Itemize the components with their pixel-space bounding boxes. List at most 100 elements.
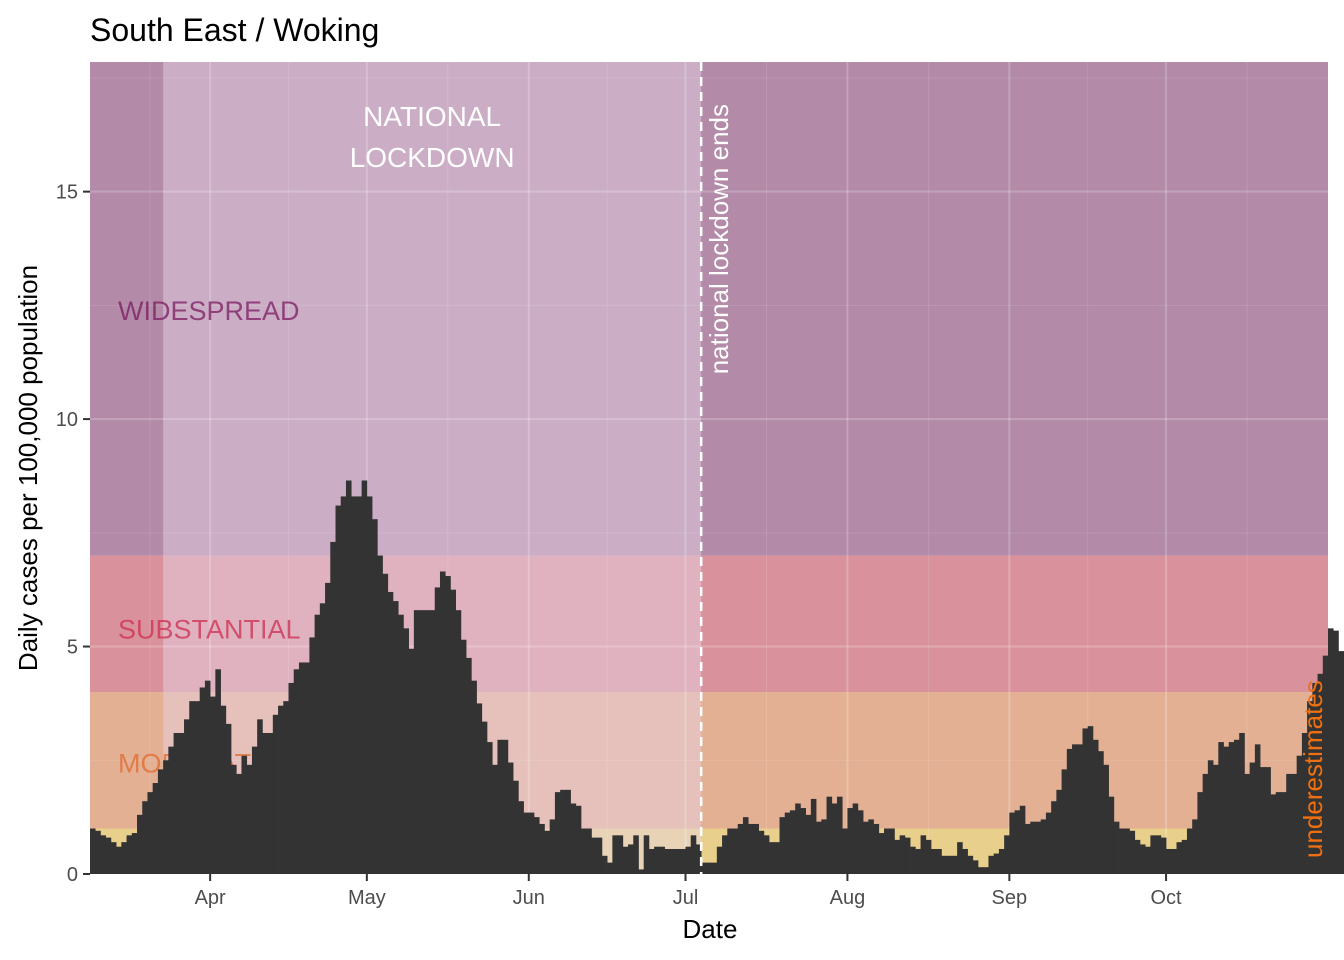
- bar: [481, 721, 488, 874]
- bar: [1333, 630, 1339, 874]
- bar: [1338, 651, 1344, 874]
- bar: [251, 746, 258, 874]
- bar: [800, 808, 806, 874]
- bar: [309, 637, 315, 874]
- x-tick-label: Aug: [830, 887, 866, 909]
- bar: [936, 848, 942, 874]
- bar: [157, 769, 164, 874]
- bar: [319, 603, 326, 874]
- bar: [1280, 792, 1287, 874]
- bar: [95, 830, 101, 874]
- x-tick-label: Oct: [1151, 887, 1183, 909]
- bar: [920, 835, 927, 874]
- bar: [486, 742, 493, 874]
- chart-title: South East / Woking: [90, 12, 379, 48]
- bar: [763, 835, 770, 874]
- bar: [1092, 739, 1099, 874]
- bar: [690, 835, 697, 874]
- bar: [695, 844, 702, 874]
- lockdown-label-line: NATIONAL: [363, 101, 501, 132]
- bar: [278, 705, 284, 874]
- bar: [1155, 835, 1162, 874]
- bar: [335, 505, 342, 874]
- bar: [471, 680, 477, 874]
- bar: [1275, 792, 1282, 874]
- underestimates-label: underestimates: [1298, 680, 1328, 858]
- bar: [1082, 728, 1089, 874]
- bar: [116, 846, 122, 874]
- bar: [408, 648, 415, 874]
- bar: [1056, 789, 1062, 874]
- bar: [805, 814, 812, 874]
- bar: [372, 519, 378, 874]
- bar: [789, 810, 796, 874]
- bar: [1171, 848, 1177, 874]
- bar: [100, 835, 107, 874]
- bar: [993, 853, 1000, 874]
- bar: [283, 701, 289, 874]
- bar: [544, 830, 551, 874]
- x-tick-label: Apr: [195, 887, 226, 909]
- bar: [581, 828, 587, 874]
- bar: [643, 835, 650, 874]
- bar: [795, 803, 801, 874]
- bar: [105, 837, 112, 874]
- bar: [1040, 819, 1047, 874]
- bar: [1014, 810, 1021, 874]
- bar: [586, 828, 592, 874]
- bar: [257, 719, 263, 874]
- bar: [450, 589, 457, 874]
- bar: [821, 819, 827, 874]
- bar: [722, 835, 728, 874]
- bar: [946, 855, 953, 874]
- bar: [1150, 835, 1156, 874]
- bar: [215, 669, 221, 874]
- bar: [1181, 839, 1188, 874]
- bar: [1119, 828, 1125, 874]
- bar: [204, 680, 211, 874]
- lockdown-end-label: national lockdown ends: [704, 104, 734, 374]
- bar: [654, 846, 660, 874]
- bar: [607, 862, 613, 874]
- bar: [293, 669, 300, 874]
- bar: [110, 842, 117, 874]
- bar: [387, 591, 394, 874]
- y-tick-label: 5: [67, 637, 78, 659]
- bar: [147, 792, 154, 874]
- bar: [873, 823, 880, 874]
- bar: [1228, 742, 1235, 874]
- bar: [1312, 682, 1318, 874]
- bar: [957, 842, 963, 874]
- bar: [1202, 773, 1209, 874]
- bar: [784, 812, 791, 874]
- bar: [575, 805, 582, 874]
- bar: [523, 812, 530, 874]
- bar: [163, 760, 169, 874]
- bar: [1108, 796, 1115, 874]
- bar: [1270, 794, 1277, 874]
- bar: [716, 846, 723, 874]
- bar: [748, 823, 754, 874]
- bar: [325, 582, 331, 874]
- bar: [121, 842, 127, 874]
- bar: [534, 817, 540, 874]
- y-tick-label: 10: [56, 409, 78, 431]
- bar: [1103, 764, 1109, 874]
- bar: [554, 792, 561, 874]
- bar: [1176, 842, 1183, 874]
- bar: [622, 846, 629, 874]
- bar: [836, 796, 843, 874]
- bar: [210, 696, 216, 874]
- bar: [617, 835, 624, 874]
- bar: [356, 496, 362, 874]
- bar: [1077, 744, 1083, 874]
- bar: [1249, 762, 1256, 874]
- bar: [1113, 821, 1120, 874]
- bar: [398, 614, 404, 874]
- bar: [272, 714, 279, 874]
- bar: [612, 835, 618, 874]
- annotations: national lockdown ends underestimates: [699, 62, 1328, 874]
- bar: [502, 739, 509, 874]
- bar: [225, 723, 232, 874]
